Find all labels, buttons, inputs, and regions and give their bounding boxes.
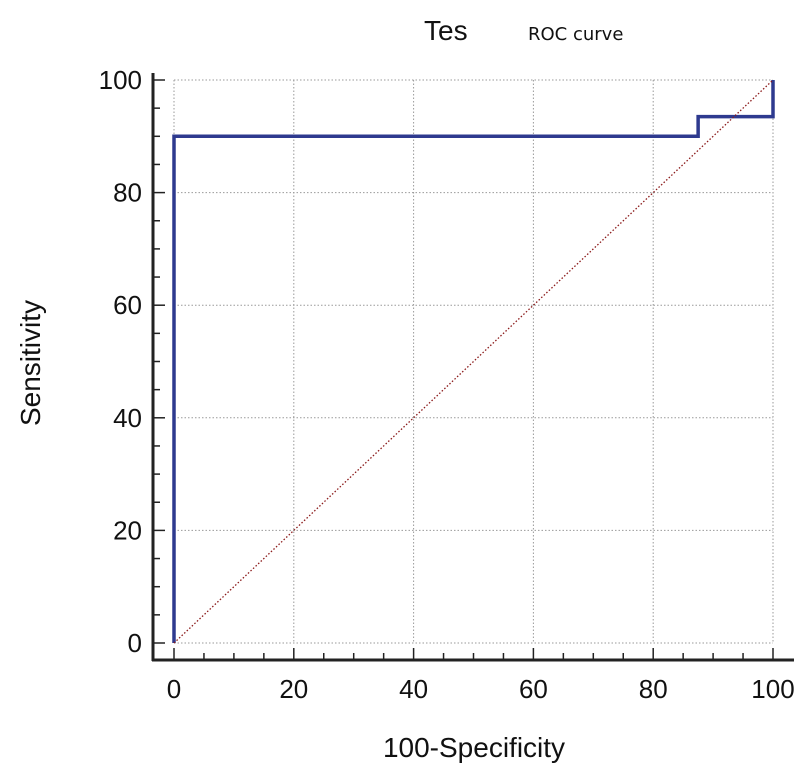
reference-diagonal-line <box>173 79 774 644</box>
y-tick-label: 20 <box>113 515 142 545</box>
y-tick-label: 0 <box>128 628 142 658</box>
y-tick-label: 100 <box>99 65 142 95</box>
series <box>172 79 775 644</box>
x-axis-label: 100-Specificity <box>383 732 565 763</box>
x-tick-label: 100 <box>751 674 794 704</box>
y-tick-label: 40 <box>113 403 142 433</box>
x-tick-label: 20 <box>279 674 308 704</box>
y-tick-label: 60 <box>113 290 142 320</box>
x-tick-labels: 0 20 40 60 80 100 <box>167 674 795 704</box>
y-tick-labels: 0 20 40 60 80 100 <box>99 65 142 658</box>
x-tick-label: 80 <box>639 674 668 704</box>
x-tick-label: 40 <box>399 674 428 704</box>
axes <box>151 73 794 662</box>
x-tick-label: 0 <box>167 674 181 704</box>
y-axis-label: Sensitivity <box>15 300 46 426</box>
chart-title-partial: Tes <box>424 15 468 46</box>
y-tick-label: 80 <box>113 178 142 208</box>
title-mask <box>476 14 656 50</box>
x-tick-label: 60 <box>519 674 548 704</box>
chart-title: ROC curve <box>528 24 623 45</box>
roc-curve-line <box>172 80 775 643</box>
